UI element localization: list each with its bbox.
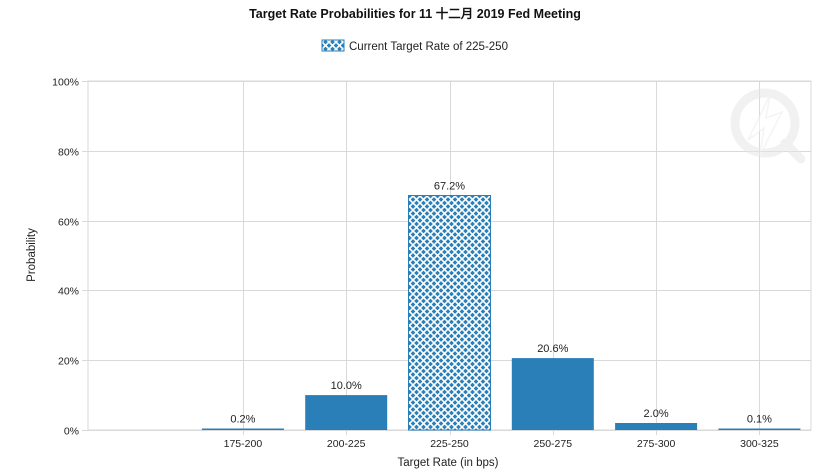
data-label: 0.2%: [230, 414, 255, 426]
bar-275-300[interactable]: [615, 423, 698, 430]
chart-title: Target Rate Probabilities for 11 十二月 201…: [249, 6, 581, 21]
bar-250-275[interactable]: [511, 358, 594, 430]
bar-225-250[interactable]: [408, 195, 491, 431]
data-label: 0.1%: [747, 414, 772, 426]
x-tick-label: 175-200: [224, 438, 263, 450]
x-tick-label: 200-225: [327, 438, 366, 450]
y-tick-label: 80%: [58, 147, 79, 159]
legend-label: Current Target Rate of 225-250: [349, 41, 508, 53]
y-tick-label: 100%: [52, 77, 79, 89]
bar-300-325[interactable]: [718, 428, 801, 431]
bar-200-225[interactable]: [305, 395, 388, 430]
data-label: 20.6%: [537, 343, 568, 355]
x-tick-label: 275-300: [637, 438, 676, 450]
x-axis-ticks: 175-200 200-225 225-250 250-275 275-300 300-3…: [224, 438, 779, 450]
x-tick-label: 250-275: [534, 438, 573, 450]
y-axis-ticks: 0% 20% 40% 60% 80% 100%: [52, 77, 79, 438]
y-tick-label: 40%: [58, 286, 79, 298]
y-tick-label: 20%: [58, 356, 79, 368]
data-label: 2.0%: [644, 408, 669, 420]
bar-175-200[interactable]: [201, 428, 284, 431]
y-tick-label: 0%: [64, 426, 79, 438]
watermark-logo-icon: [730, 88, 806, 164]
x-axis-label: Target Rate (in bps): [398, 457, 499, 469]
bars: 0.2% 10.0% 67.2% 20.6% 2.0% 0.1%: [201, 181, 801, 431]
x-tick-label: 300-325: [740, 438, 779, 450]
legend-swatch: [321, 39, 345, 52]
legend[interactable]: Current Target Rate of 225-250: [321, 39, 508, 53]
data-label: 67.2%: [434, 181, 465, 193]
x-tick-label: 225-250: [430, 438, 469, 450]
y-tick-label: 60%: [58, 217, 79, 229]
y-axis-label: Probability: [26, 228, 38, 282]
data-label: 10.0%: [331, 380, 362, 392]
